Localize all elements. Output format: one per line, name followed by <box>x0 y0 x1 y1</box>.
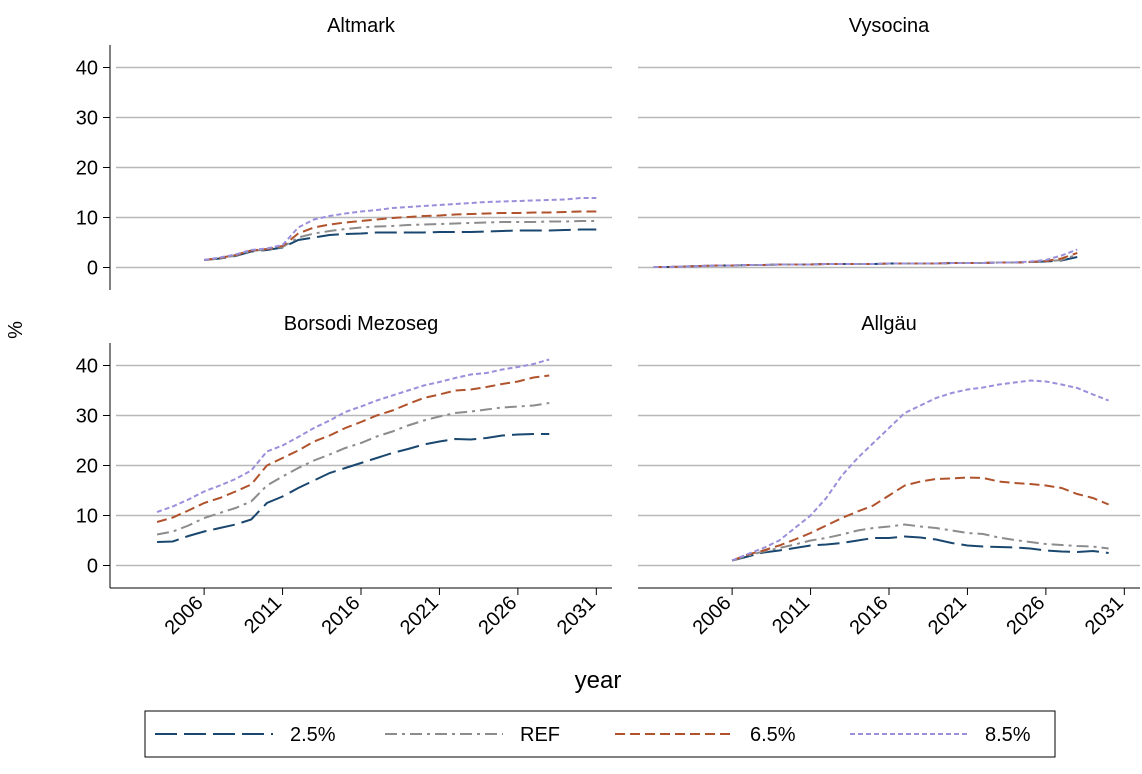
x-tick-label: 2006 <box>689 592 736 639</box>
x-tick-label: 2011 <box>768 592 814 638</box>
series-line <box>156 402 550 536</box>
y-tick-label: 20 <box>76 158 98 180</box>
x-tick-label: 2016 <box>846 592 893 639</box>
x-tick-label: 2021 <box>924 592 971 639</box>
x-tick-label: 2021 <box>396 592 443 639</box>
series-line <box>731 535 1109 562</box>
x-tick-label: 2026 <box>1002 592 1049 639</box>
y-tick-label: 0 <box>87 556 98 578</box>
x-tick-label: 2026 <box>474 592 521 639</box>
legend-label: REF <box>520 724 560 746</box>
series-line <box>204 228 597 261</box>
panel-title: Borsodi Mezoseg <box>284 313 439 335</box>
series-line <box>156 358 550 513</box>
y-tick-label: 0 <box>87 258 98 280</box>
series-line <box>731 476 1110 562</box>
series-line <box>731 523 1109 562</box>
legend-box <box>144 710 1056 758</box>
series-line <box>653 248 1078 268</box>
y-tick-label: 10 <box>76 208 98 230</box>
legend-label: 6.5% <box>750 724 796 746</box>
panel-title: Vysocina <box>849 15 930 37</box>
x-tick-label: 2031 <box>1081 592 1128 639</box>
legend-label: 8.5% <box>985 724 1031 746</box>
legend-label: 2.5% <box>290 724 336 746</box>
series-line <box>203 197 597 261</box>
panel-title: Allgäu <box>861 313 917 335</box>
y-tick-label: 40 <box>76 58 98 80</box>
series-line <box>731 379 1109 562</box>
x-tick-label: 2016 <box>318 592 365 639</box>
y-tick-label: 30 <box>76 108 98 130</box>
series-line <box>204 210 597 261</box>
y-axis-label: % <box>5 321 27 339</box>
y-tick-label: 40 <box>76 356 98 378</box>
x-tick-label: 2031 <box>553 592 600 639</box>
series-line <box>157 433 550 543</box>
series-line <box>156 374 550 523</box>
y-tick-label: 20 <box>76 456 98 478</box>
y-tick-label: 10 <box>76 506 98 528</box>
x-tick-label: 2011 <box>240 592 286 638</box>
y-tick-label: 30 <box>76 406 98 428</box>
panel-title: Altmark <box>327 15 396 37</box>
x-tick-label: 2006 <box>161 592 208 639</box>
series-line <box>204 220 597 261</box>
x-axis-label: year <box>575 667 622 694</box>
